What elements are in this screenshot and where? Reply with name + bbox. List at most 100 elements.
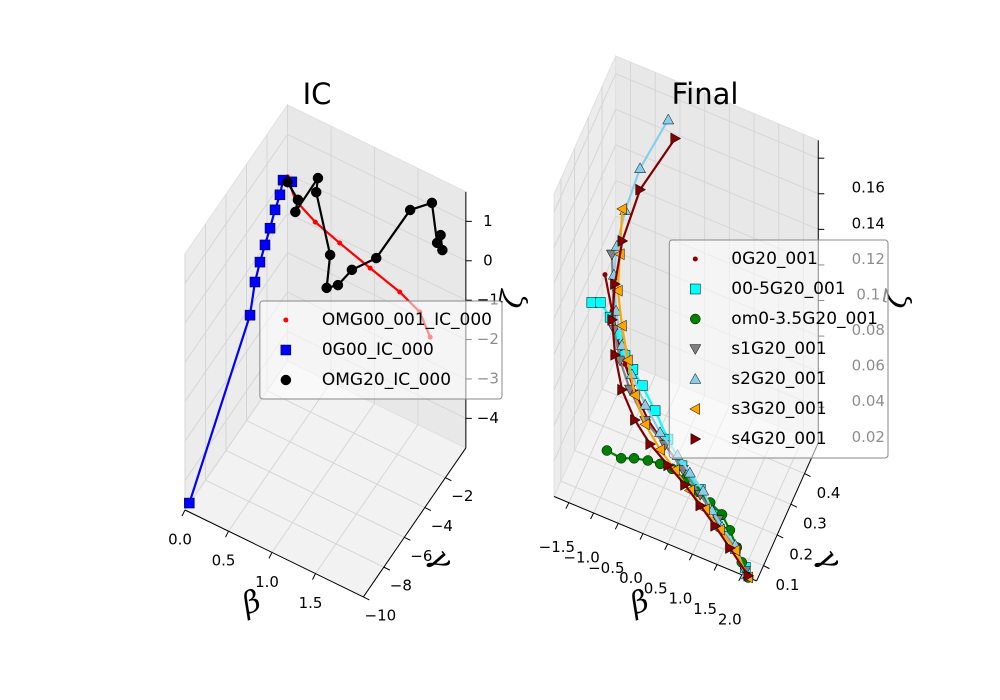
grid-line <box>615 144 819 230</box>
legend-marker <box>690 433 702 445</box>
grid-line <box>271 403 375 553</box>
grid-line <box>184 252 288 402</box>
marker <box>616 203 627 215</box>
marker <box>628 453 640 464</box>
marker <box>649 405 661 416</box>
y-tick-label: 0.2 <box>789 545 813 563</box>
marker <box>617 235 629 247</box>
marker <box>259 239 271 251</box>
marker <box>367 265 373 271</box>
grid-line <box>184 134 288 284</box>
marker <box>611 284 623 297</box>
marker <box>662 113 675 125</box>
grid-line <box>593 374 656 514</box>
legend: 0G20_001 00-5G20_001 om0-3.5G20_001 s1G20_0… <box>668 239 889 459</box>
legend-label: s3G20_001 <box>731 399 826 419</box>
grid-line <box>553 109 617 248</box>
legend-box <box>668 239 889 459</box>
legend-marker <box>280 344 292 356</box>
marker <box>639 398 652 410</box>
x-tick-label: 0.5 <box>644 579 668 597</box>
marker <box>435 229 446 241</box>
marker <box>725 542 736 554</box>
x-axis-line <box>184 509 364 598</box>
x-tick-label: −1.0 <box>563 549 599 567</box>
tick-mark <box>590 512 595 520</box>
marker <box>622 361 628 367</box>
x-tick-label: 1.0 <box>668 590 692 608</box>
marker <box>670 132 682 145</box>
marker <box>290 206 301 218</box>
z-tick-label: 0.16 <box>852 179 885 197</box>
tick-mark <box>181 509 186 517</box>
legend-marker <box>692 256 698 262</box>
x-tick-label: −1.5 <box>539 538 575 556</box>
grid-line <box>246 420 426 508</box>
marker <box>292 194 304 206</box>
marker <box>634 162 646 173</box>
legend-marker <box>280 374 292 386</box>
marker <box>404 204 416 216</box>
series-line <box>188 178 293 504</box>
y-axis-label: γ <box>810 542 849 577</box>
tick-mark <box>664 543 669 551</box>
x-tick-label: −0.5 <box>588 559 624 577</box>
y-tick-label: −8 <box>390 577 412 595</box>
marker <box>332 279 344 291</box>
marker <box>264 222 276 234</box>
z-tick-label: 0.14 <box>852 214 885 232</box>
x-tick-label: 1.5 <box>693 600 717 618</box>
legend-marker <box>690 283 701 295</box>
marker <box>370 252 382 264</box>
marker <box>274 189 286 201</box>
marker <box>601 445 613 456</box>
tick-mark <box>404 536 411 541</box>
marker <box>610 348 622 361</box>
legend-label: 0G00_IC_000 <box>322 340 434 360</box>
tick-mark <box>383 566 391 571</box>
legend: OMG00_001_IC_000 0G00_IC_000 OMG20_IC_000 <box>259 300 503 400</box>
chart-title: IC <box>303 77 332 111</box>
marker <box>695 499 707 512</box>
y-tick-label: −10 <box>365 606 397 624</box>
legend-box <box>259 300 503 400</box>
y-tick-label: 0.3 <box>803 515 827 533</box>
marker <box>312 219 318 225</box>
grid-line <box>228 381 332 532</box>
x-tick-label: 0.0 <box>619 569 643 587</box>
x-tick-label: 2.0 <box>718 610 742 628</box>
grid-line <box>615 108 819 195</box>
marker <box>615 453 627 464</box>
marker <box>621 354 633 367</box>
marker <box>639 418 650 431</box>
legend-label: s4G20_001 <box>731 429 826 449</box>
tick-mark <box>445 477 452 482</box>
z-tick-label: 1 <box>483 212 493 230</box>
grid-line <box>553 215 617 355</box>
x-tick-label: 1.0 <box>255 573 279 591</box>
tick-mark <box>713 564 718 571</box>
tick-mark <box>776 534 784 539</box>
marker <box>426 197 438 209</box>
grid-line <box>184 173 288 324</box>
grid-line <box>287 134 467 222</box>
legend-label: 0G20_001 <box>731 249 818 269</box>
marker <box>321 282 332 294</box>
x-tick-label: 0.5 <box>212 552 236 570</box>
y-tick-label: −2 <box>451 487 473 505</box>
marker <box>617 383 629 396</box>
marker <box>249 276 261 288</box>
grid-line <box>205 479 385 568</box>
grid-line <box>553 322 617 462</box>
marker <box>602 272 608 278</box>
legend-marker <box>283 317 289 323</box>
marker <box>437 244 448 256</box>
x-tick-label: 0.0 <box>168 531 192 549</box>
grid-line <box>225 449 405 538</box>
grid-line <box>615 73 819 159</box>
grid-line <box>184 212 288 363</box>
grid-line <box>560 480 764 567</box>
grid-line <box>741 436 804 576</box>
tick-mark <box>363 596 370 601</box>
